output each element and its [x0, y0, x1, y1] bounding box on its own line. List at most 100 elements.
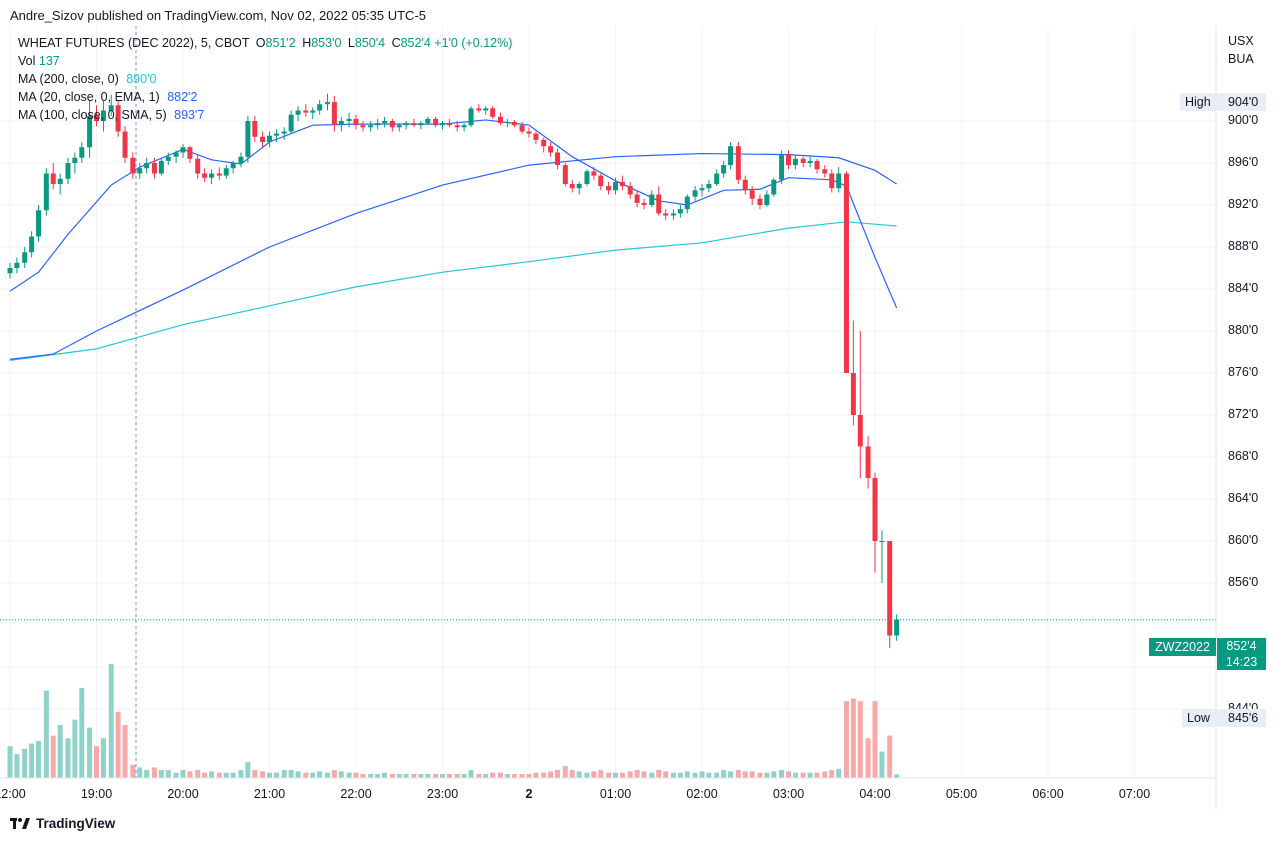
chart-canvas[interactable]: 12:00 19:00 20:00 21:00 22:00 23:00 2 01:00 02:0… — [0, 26, 1280, 810]
volume-bar-78 — [569, 770, 575, 778]
low-marker-value: 845'6 — [1228, 711, 1259, 725]
candle-body-106 — [771, 179, 777, 195]
candle-body-80 — [584, 171, 590, 184]
low-value: 850'4 — [354, 36, 386, 50]
candle-body-28 — [209, 173, 215, 178]
legend-ema20-row[interactable]: MA (20, close, 0, EMA, 1) 882'2 — [18, 88, 512, 106]
volume-bar-102 — [742, 771, 748, 778]
legend-sma100-row[interactable]: MA (100, close, 0, SMA, 5) 893'7 — [18, 106, 512, 124]
candle-body-73 — [533, 133, 539, 140]
volume-bar-56 — [411, 774, 417, 778]
volume-bar-118 — [857, 701, 863, 778]
candle-body-13 — [100, 110, 106, 121]
volume-bar-88 — [641, 771, 647, 778]
price-tick-6: 876'0 — [1228, 365, 1259, 379]
volume-bar-83 — [606, 772, 612, 778]
time-axis-ticks: 12:00 19:00 20:00 21:00 22:00 23:00 2 01:00 02:0… — [0, 787, 1150, 801]
volume-bar-106 — [771, 771, 777, 778]
volume-bar-66 — [483, 774, 489, 778]
candle-body-12 — [94, 115, 99, 121]
candle-body-58 — [425, 118, 431, 124]
candle-body-55 — [403, 123, 409, 126]
tradingview-footer[interactable]: TradingView — [10, 816, 115, 831]
volume-bar-97 — [706, 772, 712, 778]
volume-bar-48 — [353, 772, 359, 778]
candle-body-70 — [511, 122, 517, 126]
volume-bar-119 — [865, 738, 871, 778]
candle-body-10 — [79, 147, 85, 158]
volume-bar-123 — [894, 774, 900, 778]
publisher-line: Andre_Sizov published on TradingView.com… — [10, 8, 427, 23]
candle-body-37 — [273, 133, 279, 136]
volume-bar-81 — [591, 771, 597, 778]
time-tick-9: 03:00 — [773, 787, 804, 801]
candle-body-85 — [619, 181, 625, 187]
candle-body-16 — [122, 131, 128, 158]
volume-bar-31 — [230, 772, 236, 778]
candle-body-107 — [779, 154, 785, 180]
volume-bar-45 — [331, 770, 337, 778]
sma100-value: 893'7 — [174, 108, 205, 122]
candle-body-118 — [857, 415, 863, 447]
volume-bar-116 — [843, 701, 849, 778]
volume-bar-98 — [714, 772, 720, 778]
candle-body-81 — [591, 171, 597, 176]
volume-bar-10 — [79, 687, 85, 778]
time-tick-11: 05:00 — [946, 787, 977, 801]
candle-body-63 — [461, 125, 467, 128]
volume-bar-33 — [245, 762, 251, 778]
candle-body-5 — [43, 173, 49, 211]
volume-bar-19 — [144, 770, 150, 778]
candle-body-51 — [375, 123, 381, 126]
open-label: O — [255, 36, 266, 50]
candle-body-22 — [165, 156, 171, 161]
candle-body-68 — [497, 116, 503, 124]
candle-body-87 — [634, 194, 640, 203]
candle-body-123 — [894, 619, 900, 636]
symbol-ticker-badge: ZWZ2022 — [1149, 638, 1216, 656]
ema20-line — [9, 119, 898, 309]
legend-volume-row[interactable]: Vol 137 — [18, 52, 512, 70]
time-tick-7: 01:00 — [600, 787, 631, 801]
sma100-label: MA (100, close, 0, SMA, 5) — [18, 108, 167, 122]
volume-bar-54 — [396, 774, 402, 778]
volume-bar-55 — [403, 774, 409, 778]
legend-ma200-row[interactable]: MA (200, close, 0) 890'0 — [18, 70, 512, 88]
volume-bar-61 — [446, 774, 452, 778]
ema20-value: 882'2 — [167, 90, 198, 104]
moving-average-lines — [9, 119, 898, 361]
candle-body-62 — [454, 125, 460, 128]
time-tick-5: 23:00 — [427, 787, 458, 801]
volume-bar-107 — [779, 770, 785, 778]
price-tick-9: 864'0 — [1228, 491, 1259, 505]
volume-bar-8 — [65, 738, 71, 778]
volume-bar-26 — [195, 770, 201, 778]
volume-bar-105 — [764, 772, 770, 778]
candle-body-111 — [807, 160, 813, 163]
volume-bar-32 — [238, 770, 244, 778]
candle-body-52 — [382, 121, 388, 124]
volume-bar-75 — [548, 771, 554, 778]
candle-body-66 — [483, 108, 489, 111]
volume-bar-30 — [223, 772, 229, 778]
volume-bar-76 — [555, 770, 561, 778]
volume-bar-108 — [786, 771, 791, 778]
candle-body-113 — [822, 169, 828, 174]
volume-bar-29 — [216, 772, 222, 778]
volume-bar-92 — [670, 772, 676, 778]
volume-bar-68 — [497, 772, 503, 778]
volume-bar-37 — [273, 772, 279, 778]
volume-bar-59 — [433, 774, 439, 778]
currency-unit[interactable]: USX BUA — [1228, 32, 1254, 68]
candle-body-74 — [541, 139, 547, 147]
volume-bar-67 — [490, 772, 496, 778]
candle-body-1 — [14, 262, 20, 268]
change-value: +1'0 (+0.12%) — [434, 36, 513, 50]
candle-body-71 — [519, 125, 525, 132]
candle-body-47 — [346, 118, 352, 121]
candle-body-3 — [29, 236, 35, 253]
volume-bar-62 — [454, 774, 460, 778]
candle-body-36 — [267, 135, 272, 142]
candle-body-33 — [245, 121, 251, 157]
currency-line-2: BUA — [1228, 52, 1254, 66]
